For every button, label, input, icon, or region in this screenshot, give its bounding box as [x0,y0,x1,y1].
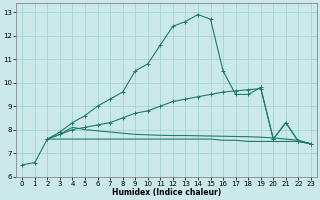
X-axis label: Humidex (Indice chaleur): Humidex (Indice chaleur) [112,188,221,197]
